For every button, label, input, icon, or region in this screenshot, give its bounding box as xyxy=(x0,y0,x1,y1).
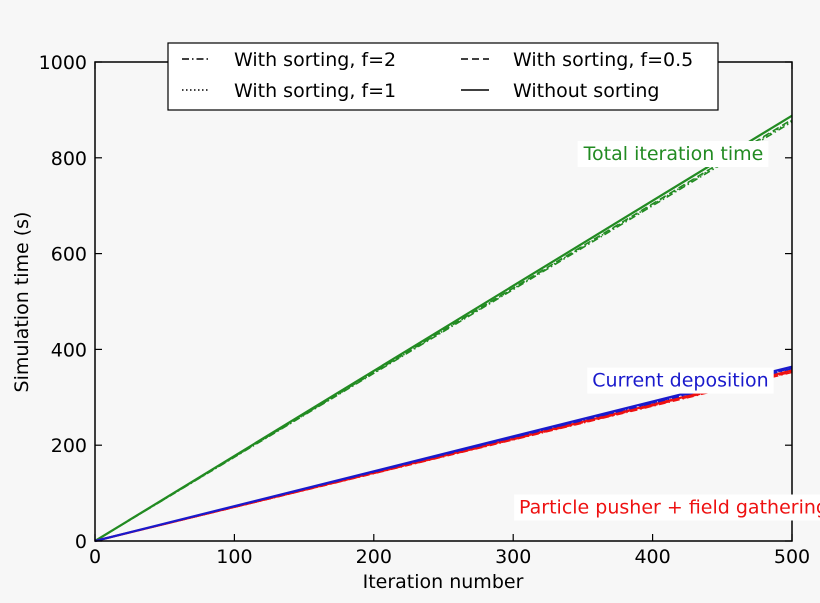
y-tick-label-4: 800 xyxy=(51,148,87,170)
y-axis-title: Simulation time (s) xyxy=(11,212,33,393)
annotation-label-2: Particle pusher + field gathering xyxy=(519,497,820,519)
series-line-10 xyxy=(94,367,793,542)
x-tick-label-0: 0 xyxy=(89,546,101,568)
annotation-bg-1 xyxy=(587,367,774,394)
x-tick-label-2: 200 xyxy=(356,546,392,568)
series-line-2 xyxy=(94,118,793,542)
series-line-6 xyxy=(94,371,793,542)
legend-label-3: Without sorting xyxy=(513,80,659,102)
y-tick-label-5: 1000 xyxy=(39,52,87,74)
annotations-layer: Total iteration time Current deposition Pa… xyxy=(514,141,820,521)
y-tick-label-3: 600 xyxy=(51,244,87,266)
legend: With sorting, f=2 With sorting, f=0.5 With… xyxy=(167,42,719,111)
legend-label-2: With sorting, f=1 xyxy=(234,80,396,102)
legend-label-0: With sorting, f=2 xyxy=(234,49,396,71)
plot-frame xyxy=(94,61,793,542)
annotation-bg-0 xyxy=(577,141,769,168)
y-tick-label-0: 0 xyxy=(75,531,87,553)
x-tick-label-3: 300 xyxy=(495,546,531,568)
annotation-2: Particle pusher + field gathering xyxy=(514,494,820,521)
x-tick-label-4: 400 xyxy=(634,546,670,568)
y-tick-label-2: 400 xyxy=(51,339,87,361)
legend-box xyxy=(167,42,719,111)
x-tick-label-5: 500 xyxy=(774,546,810,568)
legend-label-1: With sorting, f=0.5 xyxy=(513,49,693,71)
series-layer xyxy=(94,114,793,543)
x-axis-title: Iteration number xyxy=(363,571,524,593)
annotation-bg-2 xyxy=(514,494,820,521)
y-tick-label-1: 200 xyxy=(51,435,87,457)
annotation-label-0: Total iteration time xyxy=(583,143,764,165)
annotation-0: Total iteration time xyxy=(577,141,769,168)
annotation-label-1: Current deposition xyxy=(592,370,768,392)
x-tick-label-1: 100 xyxy=(216,546,252,568)
ticks-layer: 0 100 200 300 400 500 0 200 400 600 800 1000 xyxy=(39,52,810,568)
annotation-1: Current deposition xyxy=(587,367,774,394)
